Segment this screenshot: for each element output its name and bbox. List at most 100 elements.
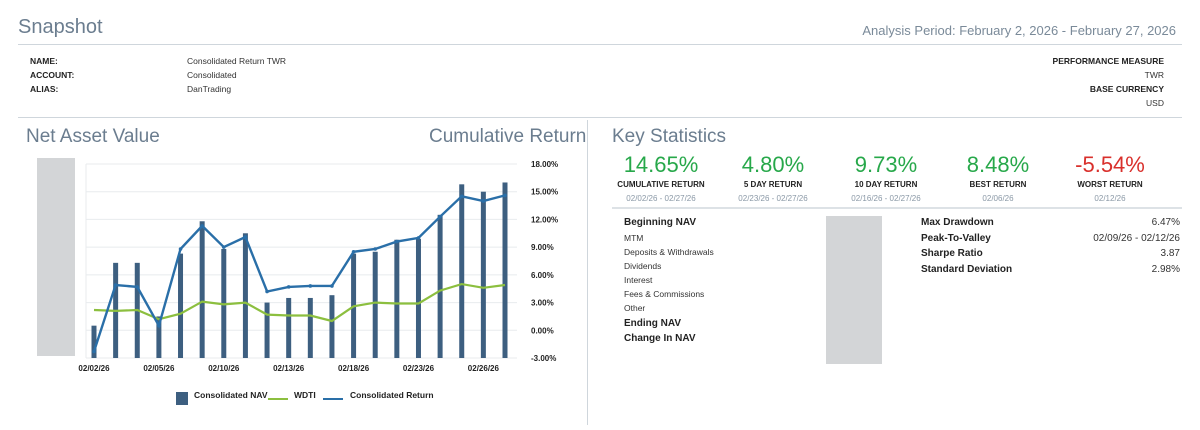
stat-dates: 02/02/26 - 02/27/26 <box>626 194 696 203</box>
stat-value: 9.73% <box>854 152 918 177</box>
nav-breakdown-item: MTM <box>624 233 644 243</box>
base-currency-value: USD <box>1146 98 1164 108</box>
stat-dates: 02/16/26 - 02/27/26 <box>851 194 921 203</box>
legend-swatch-return <box>323 398 343 400</box>
stat-label: 10 DAY RETURN <box>854 180 918 189</box>
risk-metric-label: Sharpe Ratio <box>921 248 983 259</box>
nav-bar <box>199 221 205 358</box>
risk-metric-value: 02/09/26 - 02/12/26 <box>1093 233 1180 244</box>
chart-grid <box>85 163 517 359</box>
chart-placeholder-block <box>37 158 75 356</box>
y-tick-label: 3.00% <box>531 299 554 308</box>
performance-measure-key: PERFORMANCE MEASURE <box>1052 56 1164 66</box>
nav-breakdown-item: Dividends <box>624 261 662 271</box>
y-tick-label: 9.00% <box>531 243 554 252</box>
legend-swatch-wdti <box>268 398 288 400</box>
name-value: Consolidated Return TWR <box>187 56 287 66</box>
return-point <box>243 235 248 239</box>
key-statistics-title: Key Statistics <box>612 126 727 147</box>
nav-breakdown-item: Interest <box>624 275 653 285</box>
wdti-line <box>93 282 506 323</box>
name-key: NAME: <box>30 56 58 66</box>
x-tick-labels: 02/02/26 02/05/26 02/10/26 02/13/26 02/18/26… <box>78 364 499 373</box>
nav-breakdown-item: Other <box>624 303 646 313</box>
y-tick-labels: 18.00% 15.00% 12.00% 9.00% 6.00% 3.00% 0.00% -3… <box>531 160 558 363</box>
x-tick-label: 02/05/26 <box>143 364 175 373</box>
y-tick-label: -3.00% <box>531 354 556 363</box>
nav-breakdown-item: Beginning NAV <box>624 217 697 228</box>
nav-bar <box>178 253 184 358</box>
return-point <box>459 194 464 199</box>
header-divider <box>18 44 1182 45</box>
risk-metric-value: 2.98% <box>1151 264 1180 275</box>
x-tick-label: 02/18/26 <box>338 364 370 373</box>
account-value: Consolidated <box>187 70 237 80</box>
stat-label: CUMULATIVE RETURN <box>617 180 705 189</box>
x-tick-label: 02/13/26 <box>273 364 305 373</box>
return-point <box>135 285 140 289</box>
analysis-period: Analysis Period: February 2, 2026 - Febr… <box>862 23 1176 38</box>
account-key: ACCOUNT: <box>30 70 75 80</box>
stat-dates: 02/23/26 - 02/27/26 <box>738 194 808 203</box>
y-tick-label: 15.00% <box>531 188 558 197</box>
return-point <box>221 245 226 249</box>
legend-label-nav: Consolidated NAV <box>194 390 268 400</box>
y-tick-label: 6.00% <box>531 271 554 280</box>
nav-bar <box>372 251 378 358</box>
alias-key: ALIAS: <box>30 84 59 94</box>
consolidated-return-line <box>92 194 506 352</box>
return-point <box>438 214 442 219</box>
nav-title: Net Asset Value <box>26 126 160 147</box>
nav-breakdown-item: Fees & Commissions <box>624 289 705 299</box>
nav-bar <box>156 316 162 358</box>
nav-breakdown-item: Ending NAV <box>624 318 682 329</box>
risk-metric-label: Max Drawdown <box>921 217 994 228</box>
return-point <box>200 224 204 228</box>
return-point <box>157 323 161 328</box>
stat-dates: 02/06/26 <box>982 194 1014 203</box>
nav-bar <box>480 191 486 358</box>
return-point <box>308 284 313 288</box>
risk-metric-value: 3.87 <box>1160 248 1180 259</box>
risk-metric-label: Peak-To-Valley <box>921 233 991 244</box>
return-point <box>351 249 356 254</box>
stat-label: 5 DAY RETURN <box>743 180 803 189</box>
nav-bar <box>459 184 465 358</box>
nav-bar <box>415 238 421 358</box>
nav-bar <box>286 297 292 358</box>
stat-value: 4.80% <box>741 152 805 177</box>
return-point <box>178 247 183 251</box>
nav-chart: 18.00% 15.00% 12.00% 9.00% 6.00% 3.00% 0.00% -3… <box>78 160 558 373</box>
risk-metric-value: 6.47% <box>1151 217 1180 228</box>
x-tick-label: 02/26/26 <box>468 364 500 373</box>
x-tick-label: 02/10/26 <box>208 364 240 373</box>
nav-placeholder-block <box>826 216 882 364</box>
return-point <box>416 236 421 240</box>
page-title: Snapshot <box>18 16 103 38</box>
nav-bar <box>329 295 335 358</box>
return-point <box>503 193 507 198</box>
x-tick-label: 02/23/26 <box>403 364 435 373</box>
legend-label-return: Consolidated Return <box>350 390 434 400</box>
stat-label: WORST RETURN <box>1077 180 1143 189</box>
return-point <box>265 289 269 294</box>
info-divider <box>18 117 1182 118</box>
return-point <box>373 247 378 251</box>
nav-bar <box>264 302 270 358</box>
stat-label: BEST RETURN <box>969 180 1027 189</box>
y-tick-label: 0.00% <box>531 326 554 335</box>
return-points <box>92 193 507 354</box>
nav-breakdown-item: Change In NAV <box>624 333 696 344</box>
return-point <box>395 239 399 244</box>
nav-bar <box>307 297 313 358</box>
nav-bar <box>502 182 508 358</box>
section-divider <box>587 120 588 425</box>
nav-bar <box>91 325 97 358</box>
performance-measure-value: TWR <box>1144 70 1164 80</box>
cumulative-return-title: Cumulative Return <box>429 126 587 147</box>
x-tick-label: 02/02/26 <box>78 364 110 373</box>
base-currency-key: BASE CURRENCY <box>1089 84 1164 94</box>
return-point <box>286 285 291 289</box>
nav-bars <box>91 182 508 358</box>
return-point <box>330 284 334 288</box>
